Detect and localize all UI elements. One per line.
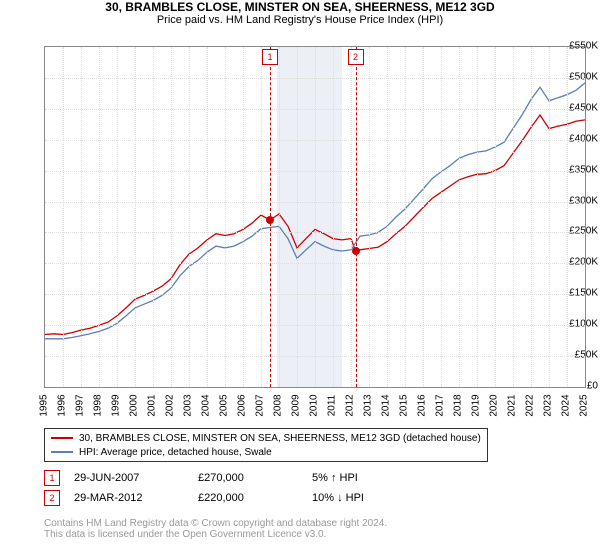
- x-tick-label: 2001: [147, 394, 158, 416]
- event-price: £270,000: [198, 472, 298, 484]
- legend-label: HPI: Average price, detached house, Swal…: [79, 447, 272, 458]
- x-tick-label: 2014: [381, 394, 392, 416]
- x-tick-label: 1995: [39, 394, 50, 416]
- legend-label: 30, BRAMBLES CLOSE, MINSTER ON SEA, SHEE…: [79, 433, 481, 444]
- x-tick-label: 2016: [417, 394, 428, 416]
- plot-area: 12: [44, 46, 586, 388]
- x-tick-label: 2003: [183, 394, 194, 416]
- copyright: Contains HM Land Registry data © Crown c…: [44, 518, 387, 540]
- x-tick-label: 2022: [525, 394, 536, 416]
- events-list: 1 29-JUN-2007 £270,000 5% ↑ HPI 2 29-MAR-2012…: [44, 470, 364, 510]
- x-tick-label: 2002: [165, 394, 176, 416]
- event-row: 2 29-MAR-2012 £220,000 10% ↓ HPI: [44, 490, 364, 506]
- legend-item: HPI: Average price, detached house, Swal…: [51, 445, 481, 459]
- copyright-line: This data is licensed under the Open Gov…: [44, 529, 387, 540]
- legend: 30, BRAMBLES CLOSE, MINSTER ON SEA, SHEE…: [44, 428, 488, 462]
- x-tick-label: 2012: [345, 394, 356, 416]
- event-date: 29-MAR-2012: [74, 492, 184, 504]
- legend-item: 30, BRAMBLES CLOSE, MINSTER ON SEA, SHEE…: [51, 431, 481, 445]
- legend-swatch: [51, 451, 73, 453]
- legend-swatch: [51, 437, 73, 439]
- x-tick-label: 2015: [399, 394, 410, 416]
- x-tick-label: 2018: [453, 394, 464, 416]
- x-tick-label: 2010: [309, 394, 320, 416]
- event-date: 29-JUN-2007: [74, 472, 184, 484]
- x-tick-label: 2008: [273, 394, 284, 416]
- x-tick-label: 1998: [93, 394, 104, 416]
- event-dot: [352, 247, 360, 255]
- event-delta: 10% ↓ HPI: [312, 492, 364, 504]
- x-tick-label: 2011: [327, 395, 338, 417]
- event-dot: [266, 216, 274, 224]
- chart-subtitle: Price paid vs. HM Land Registry's House …: [0, 14, 600, 26]
- event-marker: 1: [44, 470, 60, 486]
- event-price: £220,000: [198, 492, 298, 504]
- x-tick-label: 2019: [471, 394, 482, 416]
- x-tick-label: 2023: [543, 394, 554, 416]
- x-tick-label: 1999: [111, 394, 122, 416]
- x-tick-label: 2025: [579, 394, 590, 416]
- x-tick-label: 2013: [363, 394, 374, 416]
- event-marker: 2: [44, 490, 60, 506]
- x-tick-label: 2007: [255, 394, 266, 416]
- x-tick-label: 2020: [489, 394, 500, 416]
- event-row: 1 29-JUN-2007 £270,000 5% ↑ HPI: [44, 470, 364, 486]
- x-tick-label: 1997: [75, 394, 86, 416]
- x-tick-label: 2009: [291, 394, 302, 416]
- event-delta: 5% ↑ HPI: [312, 472, 358, 484]
- x-tick-label: 2006: [237, 394, 248, 416]
- event-marker: 1: [262, 49, 278, 65]
- x-tick-label: 2004: [201, 394, 212, 416]
- x-tick-label: 2021: [507, 394, 518, 416]
- event-marker: 2: [348, 49, 364, 65]
- chart-container: 30, BRAMBLES CLOSE, MINSTER ON SEA, SHEE…: [0, 0, 600, 560]
- x-tick-label: 2024: [561, 394, 572, 416]
- chart-title: 30, BRAMBLES CLOSE, MINSTER ON SEA, SHEE…: [0, 0, 600, 14]
- x-tick-label: 2017: [435, 394, 446, 416]
- x-tick-label: 2000: [129, 394, 140, 416]
- copyright-line: Contains HM Land Registry data © Crown c…: [44, 518, 387, 529]
- x-tick-label: 1996: [57, 394, 68, 416]
- x-tick-label: 2005: [219, 394, 230, 416]
